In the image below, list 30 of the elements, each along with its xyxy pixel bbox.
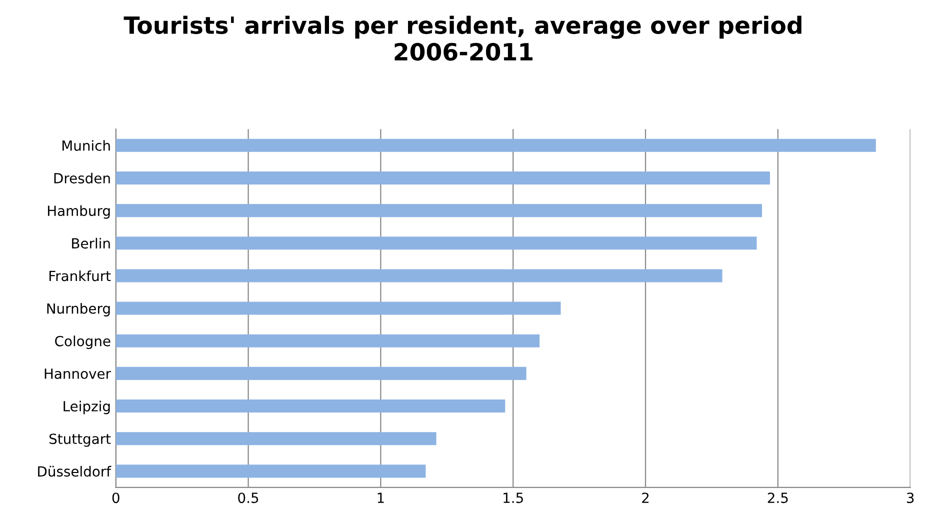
- bar: [116, 302, 561, 315]
- y-tick-label: Frankfurt: [49, 270, 111, 282]
- x-tick-label: 0: [112, 492, 120, 504]
- y-tick-label: Leipzig: [64, 400, 110, 414]
- bar: [116, 171, 770, 184]
- x-tick-label: 2: [642, 492, 649, 503]
- bar: [116, 269, 722, 282]
- bar: [116, 236, 757, 250]
- bar: [116, 464, 426, 478]
- x-tick-label: 1.5: [504, 492, 523, 504]
- y-tick-label: Munich: [62, 140, 110, 151]
- y-tick-label: Hannover: [44, 368, 112, 379]
- x-tick-label: 3: [906, 492, 914, 504]
- bar: [116, 138, 876, 152]
- y-tick-label: Cologne: [55, 336, 110, 350]
- bar: [116, 400, 506, 413]
- y-tick-label: Berlin: [72, 238, 110, 249]
- bar: [116, 366, 526, 380]
- bar: [116, 334, 540, 348]
- bar: [116, 204, 762, 218]
- x-tick-label: 2.5: [768, 492, 788, 504]
- y-tick-label: Düsseldorf: [38, 466, 112, 477]
- bar: [116, 432, 436, 446]
- y-tick-label: Hamburg: [48, 205, 110, 219]
- y-tick-label: Stuttgart: [49, 434, 111, 447]
- chart-title: Tourists' arrivals per resident, average over period 2006-2011: [124, 16, 802, 61]
- x-tick-label: 1: [378, 492, 384, 503]
- x-tick-label: 0.5: [238, 492, 258, 504]
- y-tick-label: Nurnberg: [47, 303, 110, 316]
- y-tick-label: Dresden: [54, 172, 110, 184]
